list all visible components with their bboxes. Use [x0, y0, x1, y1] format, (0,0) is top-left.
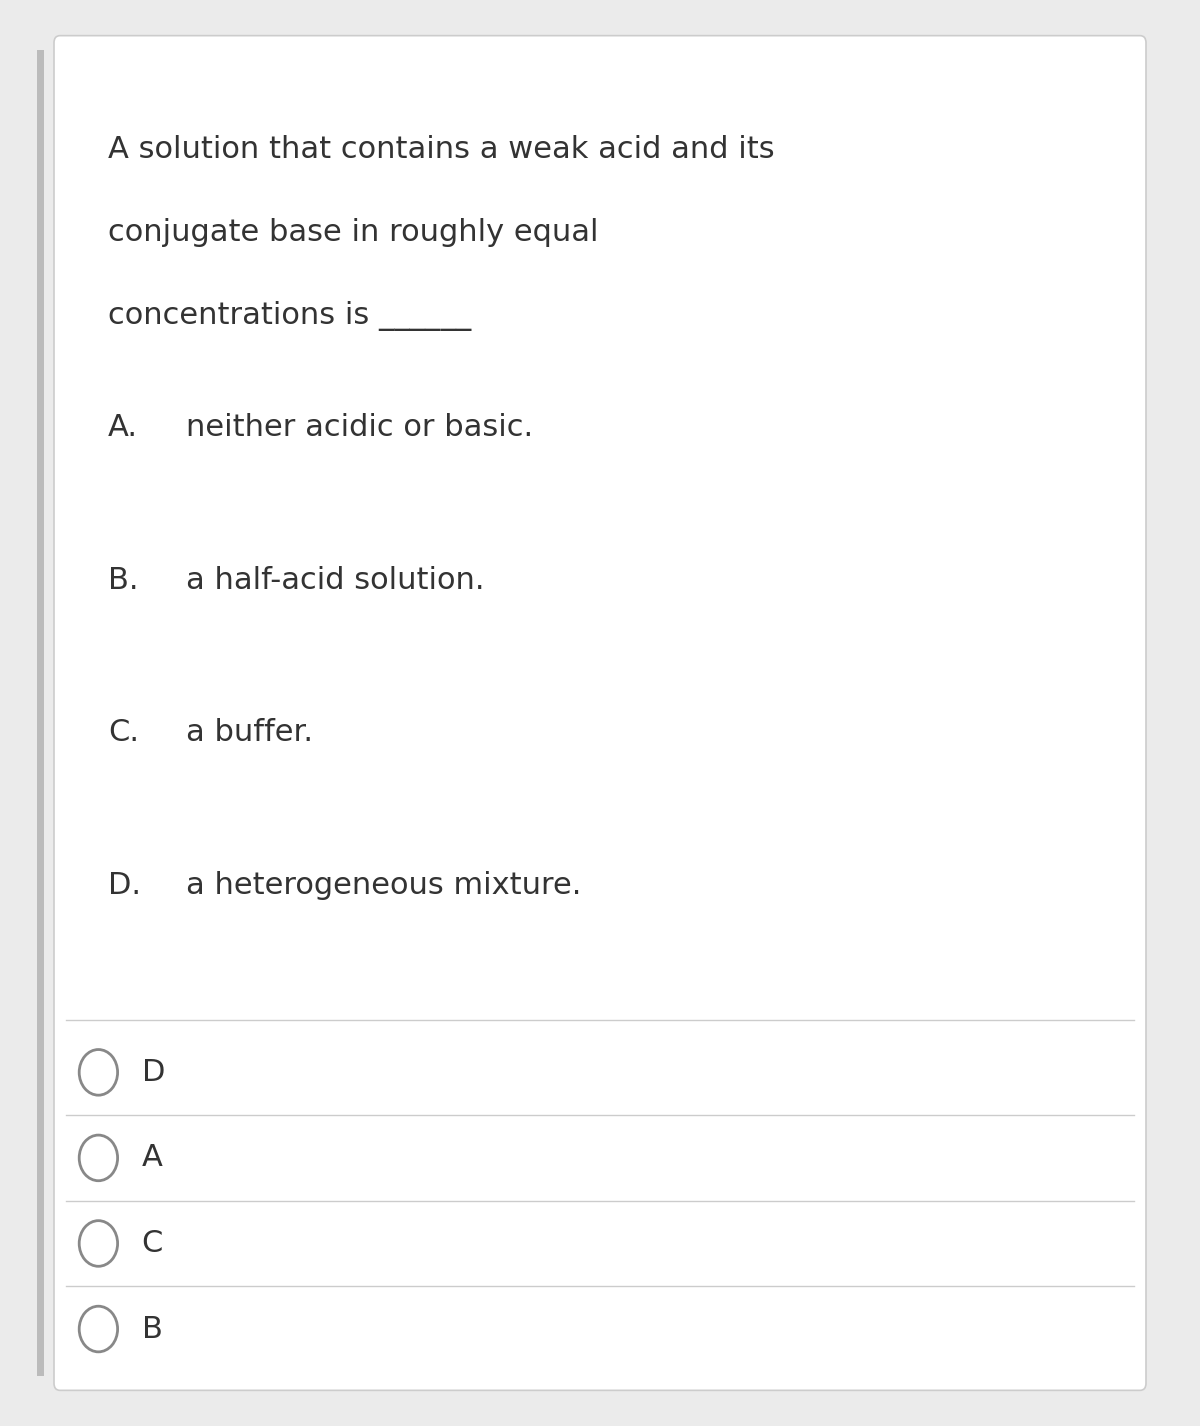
- Text: C.: C.: [108, 719, 139, 747]
- Text: a heterogeneous mixture.: a heterogeneous mixture.: [186, 871, 581, 900]
- Text: C: C: [142, 1229, 163, 1258]
- FancyBboxPatch shape: [54, 36, 1146, 1390]
- Text: a half-acid solution.: a half-acid solution.: [186, 566, 485, 595]
- Text: A solution that contains a weak acid and its: A solution that contains a weak acid and…: [108, 135, 775, 164]
- Text: A: A: [142, 1144, 162, 1172]
- Text: D: D: [142, 1058, 164, 1087]
- Text: B.: B.: [108, 566, 138, 595]
- Text: A.: A.: [108, 414, 138, 442]
- Text: neither acidic or basic.: neither acidic or basic.: [186, 414, 533, 442]
- Text: B: B: [142, 1315, 162, 1343]
- Text: concentrations is ______: concentrations is ______: [108, 301, 472, 331]
- FancyBboxPatch shape: [37, 50, 44, 1376]
- Text: a buffer.: a buffer.: [186, 719, 313, 747]
- Text: D.: D.: [108, 871, 142, 900]
- Text: conjugate base in roughly equal: conjugate base in roughly equal: [108, 218, 599, 247]
